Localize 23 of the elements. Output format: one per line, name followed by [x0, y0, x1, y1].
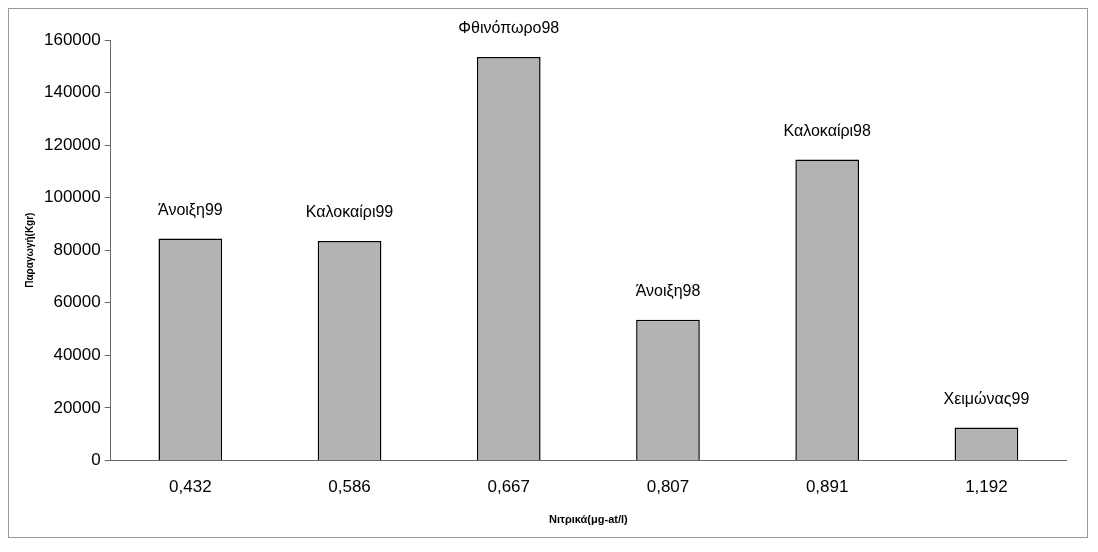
x-tick-label: 0,891	[805, 477, 849, 497]
x-tick-label: 1,192	[965, 477, 1008, 497]
x-tick-label: 0,586	[328, 477, 371, 497]
x-tick-label: 0,667	[487, 477, 531, 497]
x-axis-title: Νιτρικά(μg-at/l)	[549, 513, 629, 526]
x-tick-label: 0,432	[169, 477, 212, 497]
y-tick-label: 20000	[53, 397, 101, 417]
y-tick-label: 160000	[43, 29, 101, 49]
annotation: Άνοιξη98	[635, 282, 701, 301]
y-tick-label: 0	[91, 450, 101, 470]
y-tick-label: 120000	[43, 134, 101, 154]
annotation: Φθινόπωρο98	[458, 19, 560, 37]
annotation: Χειμώνας99	[943, 389, 1030, 407]
x-tick-label: 0,807	[646, 477, 690, 497]
y-tick-label: 80000	[53, 239, 101, 259]
y-axis-title: Παραγωγή(Kgr)	[23, 212, 35, 288]
y-tick-label: 100000	[43, 187, 101, 207]
annotation: Καλοκαίρι98	[783, 121, 871, 139]
y-tick-label: 60000	[53, 292, 101, 312]
annotation: Άνοιξη99	[157, 200, 223, 219]
annotation: Καλοκαίρι99	[305, 203, 394, 221]
y-tick-label: 40000	[53, 344, 101, 364]
y-tick-label: 140000	[43, 82, 101, 102]
